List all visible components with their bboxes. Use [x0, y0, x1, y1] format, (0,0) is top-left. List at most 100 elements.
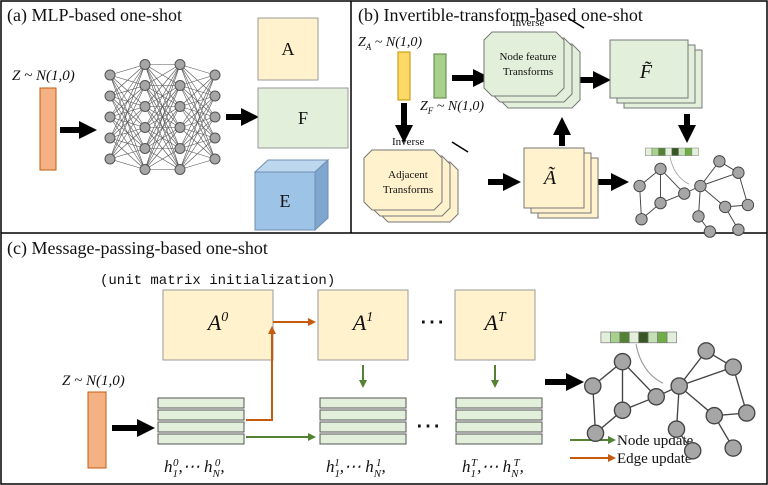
inverse-label: Inverse: [392, 136, 424, 148]
graph-node: [655, 163, 666, 174]
graph-node: [698, 343, 714, 359]
graph-node: [695, 180, 706, 191]
output-label: F: [298, 108, 308, 128]
graph-node: [733, 167, 744, 178]
feature-cell: [652, 148, 659, 156]
feature-cell: [692, 148, 699, 156]
adjacency-label: Ã: [542, 165, 557, 189]
hidden-row: [456, 422, 542, 432]
noise-label: Z ~ N(1,0): [62, 373, 125, 389]
label-part: N: [510, 468, 519, 480]
label-part: h: [164, 457, 173, 476]
small-arrow: [452, 142, 468, 152]
ellipsis: ⋯: [415, 411, 441, 440]
mlp-node: [175, 81, 185, 91]
label-part: N: [373, 468, 382, 480]
mlp-node: [105, 70, 115, 80]
mlp-node: [105, 112, 115, 122]
mlp-node: [140, 60, 150, 70]
graph-node: [725, 359, 741, 375]
note: (unit matrix initialization): [100, 273, 335, 289]
graph-node: [614, 402, 630, 418]
noise-vector: [88, 392, 106, 468]
adjacency-stack: [524, 148, 598, 218]
graph-node: [636, 214, 647, 225]
feature-cell: [629, 332, 638, 343]
graph-node: [634, 180, 645, 191]
pointer: [670, 157, 689, 185]
mlp-edge: [110, 65, 145, 160]
mlp-node: [105, 133, 115, 143]
transform-label: Transforms: [503, 66, 553, 78]
feature-cell: [601, 332, 610, 343]
feature-cell: [610, 332, 619, 343]
graph: [634, 148, 754, 237]
mlp-edge: [110, 107, 145, 160]
mlp-edge: [110, 65, 145, 118]
label-part: ,⋯ h: [477, 457, 511, 476]
mlp-edge: [180, 75, 215, 128]
mlp-node: [175, 144, 185, 154]
graph-node: [587, 425, 603, 441]
mlp-node: [210, 70, 220, 80]
features-label: F̃: [639, 60, 653, 83]
graph-node: [655, 197, 666, 208]
graph-node: [725, 440, 741, 456]
graph-node: [719, 201, 730, 212]
feature-cell: [645, 148, 652, 156]
graph-node: [668, 421, 684, 437]
noise-label: ZA ~ N(1,0): [358, 35, 422, 52]
graph-node: [614, 354, 630, 370]
mlp-node: [210, 133, 220, 143]
output-label: E: [280, 191, 291, 211]
graph-node: [679, 188, 690, 199]
mlp-node: [210, 112, 220, 122]
feature-cell: [658, 332, 667, 343]
noise-vector: [398, 52, 410, 100]
hidden-row: [320, 434, 406, 444]
panel-title: (c) Message-passing-based one-shot: [7, 238, 268, 259]
transform-label: Transforms: [383, 184, 433, 196]
mlp-node: [175, 123, 185, 133]
label-part: N: [212, 468, 221, 480]
legend-label: Edge update: [617, 451, 692, 467]
noise-vector: [40, 88, 56, 170]
label-part: ,: [382, 457, 386, 476]
label-part: ,⋯ h: [179, 457, 213, 476]
label-part: h: [462, 457, 471, 476]
mlp-node: [175, 102, 185, 112]
pointer: [636, 344, 663, 383]
hidden-row: [456, 434, 542, 444]
mlp-edge: [180, 75, 215, 170]
mlp-edge: [180, 117, 215, 170]
graph-node: [671, 378, 687, 394]
noise-label: ZF ~ N(1,0): [420, 99, 484, 116]
feature-cell: [665, 148, 672, 156]
panel-title: (a) MLP-based one-shot: [7, 5, 182, 26]
feature-cell: [659, 148, 666, 156]
output-label: A: [282, 39, 295, 59]
hidden-row: [158, 434, 244, 444]
hidden-row: [456, 410, 542, 420]
label-part: ,: [220, 457, 224, 476]
label-part: ,⋯ h: [340, 457, 374, 476]
feature-stack: [610, 40, 702, 108]
hidden-label: h10,⋯ hN0,: [164, 457, 225, 480]
hidden-row: [320, 410, 406, 420]
hidden-row: [320, 398, 406, 408]
graph-node: [742, 199, 753, 210]
mlp-node: [140, 165, 150, 175]
hidden-row: [320, 422, 406, 432]
graph-node: [739, 405, 755, 421]
mlp-node: [140, 144, 150, 154]
hidden-label: h11,⋯ hN1,: [326, 457, 386, 480]
feature-cell: [672, 148, 679, 156]
hidden-row: [456, 398, 542, 408]
label-part: 1: [173, 468, 179, 480]
feature-cell: [648, 332, 657, 343]
output-cube: [255, 160, 328, 230]
feature-cell: [679, 148, 686, 156]
feature-cell: [685, 148, 692, 156]
graph-node: [704, 226, 715, 237]
noise-vector: [434, 54, 446, 98]
